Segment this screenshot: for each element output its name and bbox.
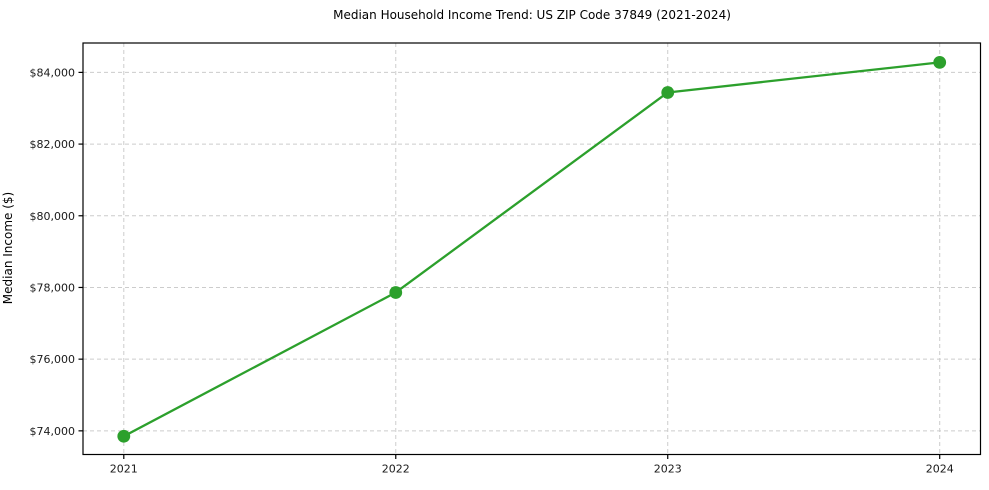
plot-border [82,42,982,456]
y-tick-label: $84,000 [30,66,76,79]
y-tick-label: $78,000 [30,281,76,294]
data-point-2024 [933,55,947,69]
x-tick-label: 2024 [926,463,954,476]
data-point-2021 [117,429,131,443]
chart-title: Median Household Income Trend: US ZIP Co… [333,8,731,22]
x-tick-label: 2023 [654,463,682,476]
y-tick-label: $76,000 [30,353,76,366]
data-point-2022 [389,286,403,299]
data-point-2023 [661,86,675,99]
y-tick-label: $74,000 [30,425,76,438]
income-trend-line [122,61,941,438]
y-tick-label: $82,000 [30,138,76,151]
x-tick-label: 2021 [110,463,138,476]
y-tick-label: $80,000 [30,210,76,223]
x-tick-label: 2022 [382,463,410,476]
